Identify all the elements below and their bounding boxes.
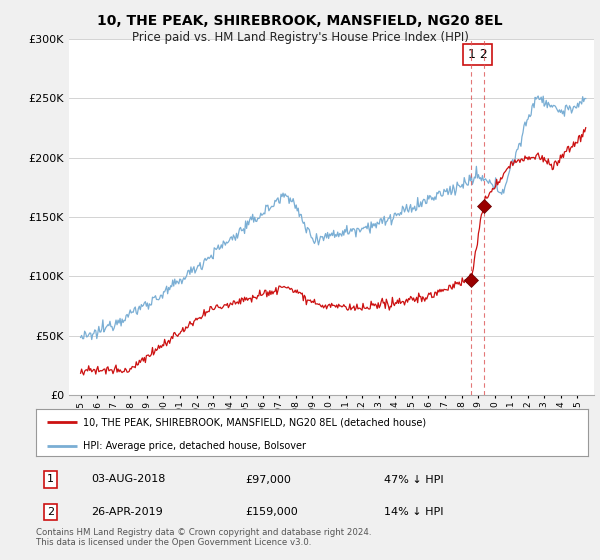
Text: Contains HM Land Registry data © Crown copyright and database right 2024.
This d: Contains HM Land Registry data © Crown c…: [36, 528, 371, 547]
Text: 14% ↓ HPI: 14% ↓ HPI: [384, 507, 443, 517]
Text: £159,000: £159,000: [246, 507, 299, 517]
Text: Price paid vs. HM Land Registry's House Price Index (HPI): Price paid vs. HM Land Registry's House …: [131, 31, 469, 44]
Text: 1: 1: [47, 474, 54, 484]
Text: 1 2: 1 2: [467, 48, 487, 61]
Text: 26-APR-2019: 26-APR-2019: [91, 507, 163, 517]
Text: 47% ↓ HPI: 47% ↓ HPI: [384, 474, 443, 484]
Text: 2: 2: [47, 507, 54, 517]
Text: £97,000: £97,000: [246, 474, 292, 484]
Text: 10, THE PEAK, SHIREBROOK, MANSFIELD, NG20 8EL (detached house): 10, THE PEAK, SHIREBROOK, MANSFIELD, NG2…: [83, 417, 426, 427]
Text: 10, THE PEAK, SHIREBROOK, MANSFIELD, NG20 8EL: 10, THE PEAK, SHIREBROOK, MANSFIELD, NG2…: [97, 14, 503, 28]
Text: 03-AUG-2018: 03-AUG-2018: [91, 474, 166, 484]
Text: HPI: Average price, detached house, Bolsover: HPI: Average price, detached house, Bols…: [83, 441, 306, 451]
